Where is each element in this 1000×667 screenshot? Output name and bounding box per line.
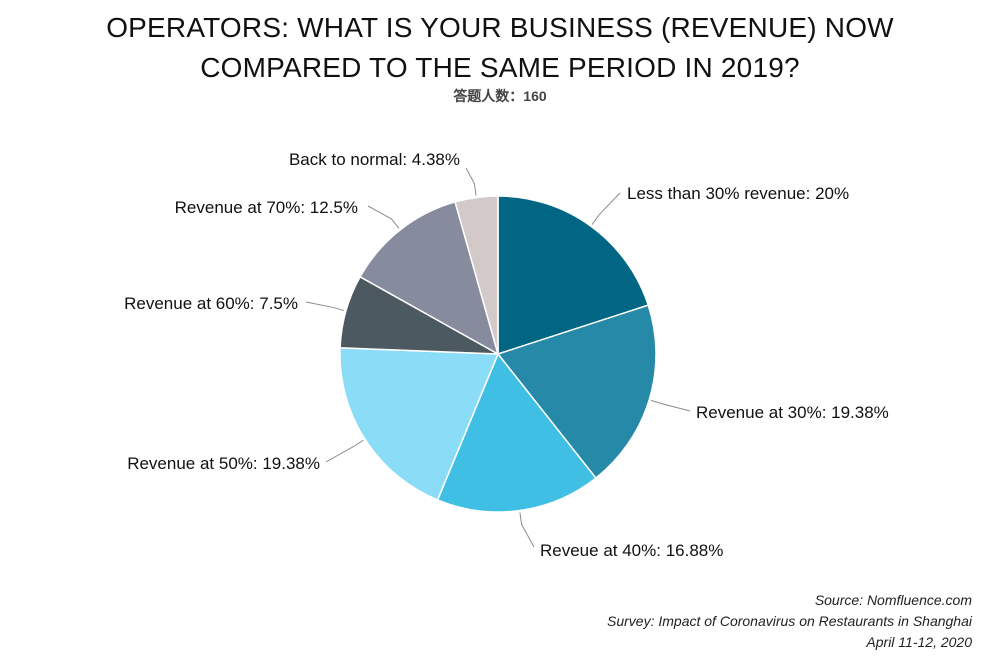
leader-line-7 [465, 167, 477, 196]
source-note: Source: Nomfluence.com Survey: Impact of… [607, 590, 972, 653]
source-text: Source: Nomfluence.com [814, 592, 972, 608]
pie-slice-4 [339, 347, 500, 501]
leader-line-6 [367, 205, 400, 229]
slice-label-2: Revenue at 30%: 19.38% [696, 403, 889, 422]
slice-label-3: Reveue at 40%: 16.88% [540, 541, 723, 560]
pie-slice-1 [497, 195, 650, 356]
survey-text: Survey: Impact of Coronavirus on Restaur… [607, 613, 972, 629]
slice-label-4: Revenue at 50%: 19.38% [127, 454, 320, 473]
leader-line-1 [591, 192, 621, 225]
survey-date: April 11-12, 2020 [866, 634, 972, 650]
slice-label-7: Back to normal: 4.38% [289, 150, 460, 169]
pie-slice-6 [359, 201, 500, 356]
chart-title-line-1: OPERATORS: WHAT IS YOUR BUSINESS (REVENU… [106, 12, 894, 43]
slice-label-5: Revenue at 60%: 7.5% [124, 294, 298, 313]
slice-label-6: Revenue at 70%: 12.5% [175, 198, 358, 217]
chart-title-line-2: COMPARED TO THE SAME PERIOD IN 2019? [200, 52, 800, 83]
leader-line-3 [519, 512, 535, 548]
leader-line-4 [325, 439, 364, 463]
leader-line-2 [650, 399, 691, 412]
leader-line-5 [305, 301, 345, 312]
pie-slice-7 [454, 195, 499, 355]
pie-slice-2 [496, 304, 657, 480]
pie-slice-3 [436, 352, 597, 513]
chart-subtitle: 答题人数：160 [453, 88, 547, 104]
slice-label-1: Less than 30% revenue: 20% [627, 184, 849, 203]
chart-title: OPERATORS: WHAT IS YOUR BUSINESS (REVENU… [0, 8, 1000, 88]
